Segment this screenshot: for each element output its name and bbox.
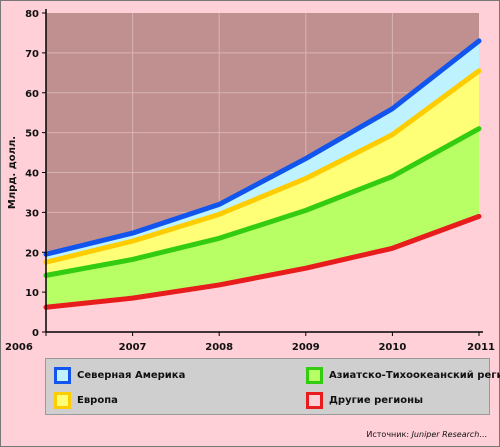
- y-tick-label-40: 40: [25, 169, 39, 180]
- legend-asia-pacific: Азиатско-Тихоокеанский регион: [306, 367, 500, 384]
- legend-label-other: Другие регионы: [329, 395, 424, 406]
- source-name: Juniper Research: [411, 430, 480, 439]
- y-tick-label-60: 60: [25, 89, 39, 100]
- series-line-Другие регионы: [43, 213, 482, 310]
- x-tick-label-2006: 2006: [5, 342, 33, 353]
- y-tick-label-30: 30: [25, 208, 39, 219]
- legend-label-north-america: Северная Америка: [77, 370, 186, 381]
- y-axis-label: Млрд. долл.: [7, 136, 18, 209]
- x-tick-label-2009: 2009: [292, 342, 320, 353]
- legend-other: Другие регионы: [306, 392, 423, 409]
- source-note: Источник: Juniper Research...: [366, 430, 487, 439]
- series-line-Азиатско-Тихоокеанский регион: [43, 126, 482, 278]
- legend-swatch-north-america: [54, 367, 71, 384]
- legend-north-america: Северная Америка: [54, 367, 185, 384]
- y-tick-label-70: 70: [25, 49, 39, 60]
- series-line-Северная Америка: [43, 38, 482, 257]
- series-line-Европа: [43, 68, 482, 265]
- x-tick-label-2007: 2007: [119, 342, 147, 353]
- x-tick-label-2010: 2010: [378, 342, 406, 353]
- legend-swatch-other: [306, 392, 323, 409]
- source-dots: ...: [479, 430, 487, 439]
- y-tick-label-80: 80: [25, 9, 39, 20]
- legend-europe: Европа: [54, 392, 118, 409]
- y-tick-label-10: 10: [25, 288, 39, 299]
- x-tick-label-2011: 2011: [467, 342, 495, 353]
- legend-swatch-europe: [54, 392, 71, 409]
- area-Другие регионы: [46, 216, 479, 332]
- source-prefix: Источник:: [366, 430, 412, 439]
- chart-area: 0 10 20 30 40 50 60 70 80 2006 2007 2008 2009 2010 201…: [5, 9, 495, 353]
- y-tick-label-0: 0: [32, 328, 39, 339]
- legend: Северная Америка Европа Азиатско-Тихооке…: [45, 358, 500, 415]
- legend-swatch-asia-pacific: [306, 367, 323, 384]
- legend-label-europe: Европа: [77, 395, 118, 406]
- y-tick-label-20: 20: [25, 248, 39, 259]
- y-tick-label-50: 50: [25, 129, 39, 140]
- x-tick-label-2008: 2008: [205, 342, 233, 353]
- legend-label-asia-pacific: Азиатско-Тихоокеанский регион: [329, 370, 500, 381]
